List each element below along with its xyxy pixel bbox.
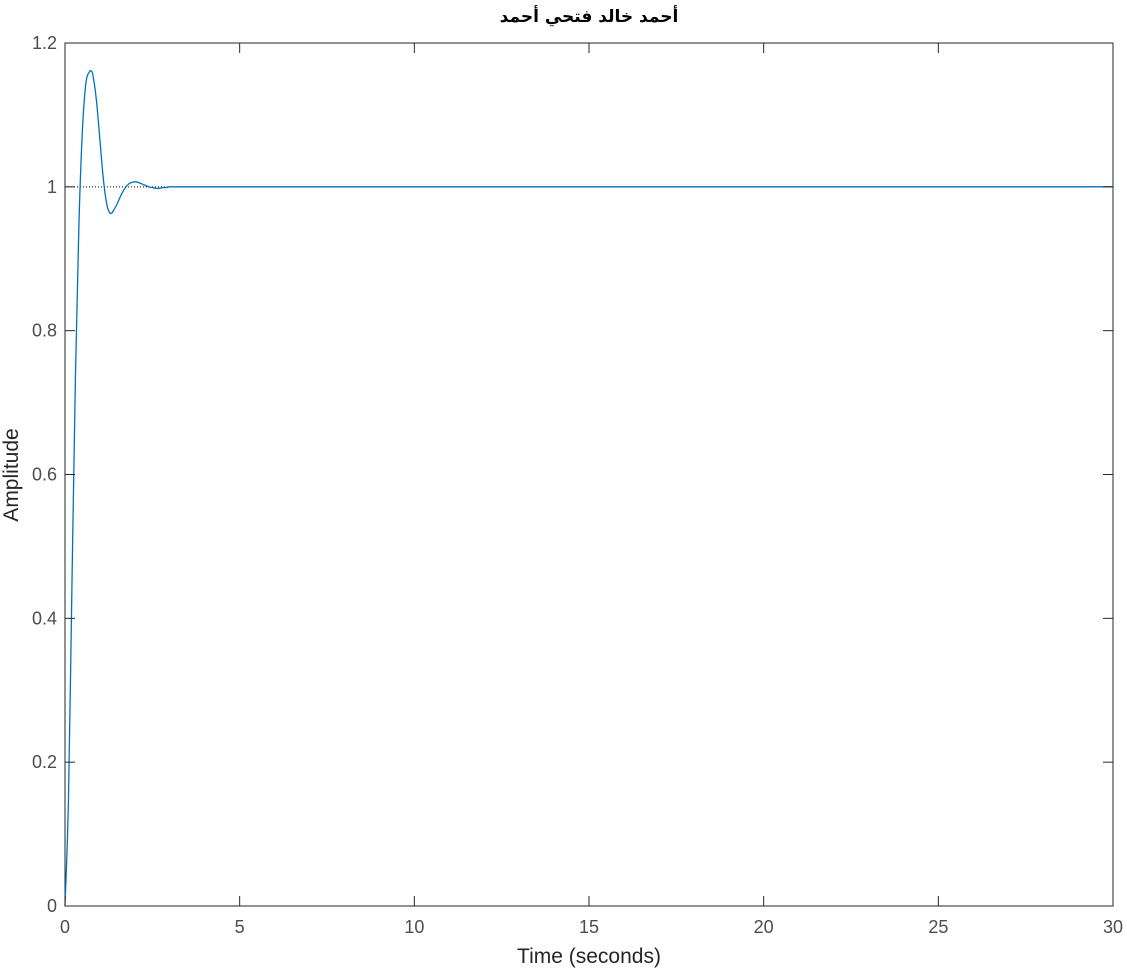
chart-title: أحمد خالد فتحي أحمد xyxy=(500,5,679,27)
y-tick-label: 1.2 xyxy=(32,33,57,53)
y-tick-label: 1 xyxy=(47,177,57,197)
x-tick-label: 20 xyxy=(754,917,774,937)
tick-layer: 0 5 10 15 20 25 30 0 0.2 0.4 0.6 0.8 1 1.2 xyxy=(32,33,1123,937)
step-response-line xyxy=(64,69,1113,907)
x-tick-label: 30 xyxy=(1103,917,1123,937)
x-tick-label: 15 xyxy=(579,917,599,937)
x-tick-label: 5 xyxy=(235,917,245,937)
x-tick-label: 10 xyxy=(404,917,424,937)
y-tick-label: 0 xyxy=(47,896,57,916)
y-axis-label: Amplitude xyxy=(0,428,23,521)
x-tick-label: 0 xyxy=(60,917,70,937)
plot-layer xyxy=(64,42,1114,907)
y-tick-label: 0.2 xyxy=(32,752,57,772)
x-tick-label: 25 xyxy=(928,917,948,937)
axes-box xyxy=(64,42,1114,907)
y-tick-label: 0.6 xyxy=(32,465,57,485)
y-tick-label: 0.4 xyxy=(32,608,57,628)
y-tick-label: 0.8 xyxy=(32,321,57,341)
x-axis-label: Time (seconds) xyxy=(517,945,661,968)
